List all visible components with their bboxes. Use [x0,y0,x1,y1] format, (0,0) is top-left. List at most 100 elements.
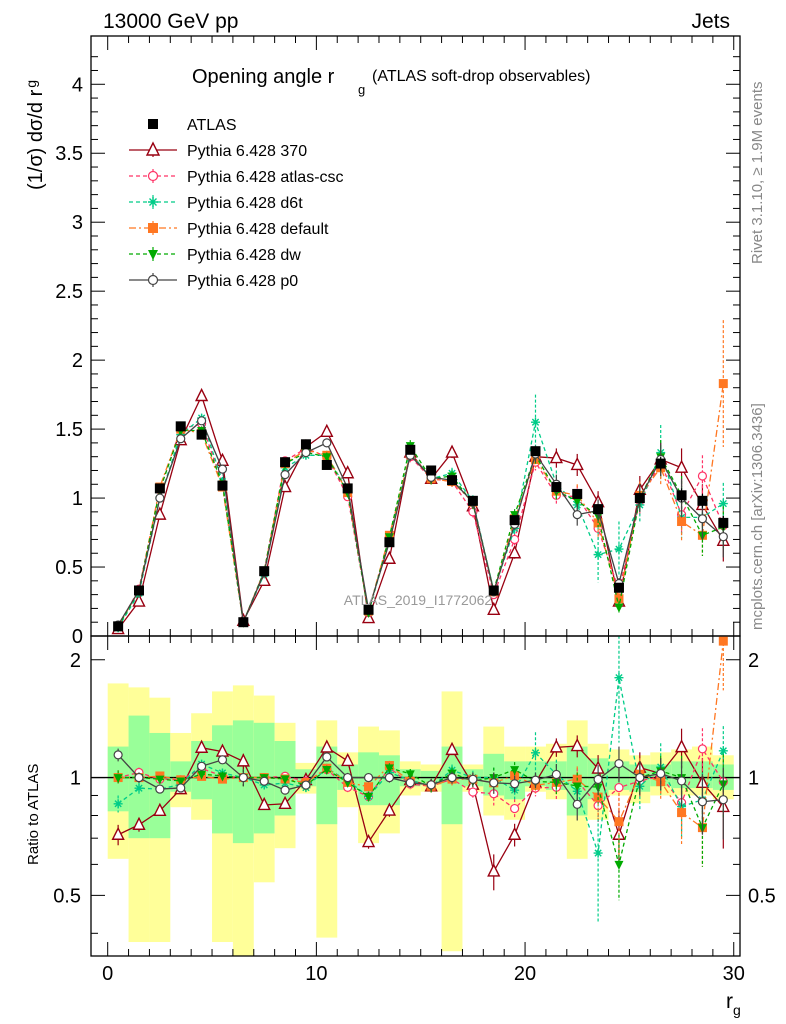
series-pythia-6-428-d6t-ratio-point [530,748,540,758]
series-pythia-6-428-dw-ratio-point [405,770,415,780]
series-pythia-6-428-370-ratio-point [570,737,584,752]
series-pythia-6-428-default-ratio-point [364,782,374,792]
series-pythia-6-428-370-ratio-point [487,863,501,877]
series-pythia-6-428-default-ratio-point [718,636,728,646]
series-pythia-6-428-p0-ratio-point [343,772,353,783]
series-pythia-6-428-p0-ratio-point [656,768,666,779]
series-pythia-6-428-370-ratio-point [382,802,397,816]
series-pythia-6-428-atlas-csc-point [697,471,708,481]
legend-pythia-6-428-370-marker [145,141,161,156]
watermark: ATLAS_2019_I1772062 [344,592,493,608]
main-y-tick-label: 4 [72,74,83,96]
x-tick-label: 10 [305,963,327,985]
series-pythia-6-428-p0-ratio-point [447,772,457,783]
atlas-point [426,465,437,476]
series-pythia-6-428-p0-ratio-point [572,799,582,809]
atlas-point [133,585,144,596]
series-pythia-6-428-default-point [677,517,687,527]
ratio-band-green [441,746,463,825]
main-y-tick-label: 1 [72,488,83,510]
series-pythia-6-428-p0-ratio-point [530,775,541,785]
main-y-tick-label: 3.5 [55,143,83,165]
series-pythia-6-428-dw-ratio-point [384,764,394,774]
series-pythia-6-428-p0-point [322,438,332,448]
atlas-point [384,537,395,548]
y-axis-label-ratio: Ratio to ATLAS [25,764,42,865]
x-axis-label-sub: g [733,1002,741,1018]
series-pythia-6-428-p0-ratio-point [217,755,228,765]
legend-pythia-6-428-dw-marker [148,250,158,260]
main-y-tick-label: 2 [72,350,83,372]
series-pythia-6-428-dw-ratio-point [176,777,186,787]
legend-pythia-6-428-default-label: Pythia 6.428 default [187,221,329,238]
ratio-panel: 0.5 0.51 12 20 10 20 30 [53,635,776,985]
series-pythia-6-428-p0-ratio-point [280,785,290,795]
x-axis-label: rg [726,990,741,1018]
series-pythia-6-428-370-ratio-point [153,802,167,816]
main-y-tick-label: 0.5 [55,557,83,579]
series-pythia-6-428-d6t-ratio-point [113,799,123,809]
series-pythia-6-428-370-point [507,545,522,559]
atlas-point [467,495,478,506]
series-pythia-6-428-dw-ratio-line [118,767,724,865]
series-pythia-6-428-p0-point [301,447,311,458]
atlas-point [488,585,499,596]
series-pythia-6-428-dw-point [572,497,582,507]
legend-pythia-6-428-default-marker [148,223,158,233]
series-pythia-6-428-atlas-csc-ratio-point [468,787,478,797]
series-pythia-6-428-d6t-point [614,544,624,554]
x-tick-label: 30 [723,963,745,985]
atlas-point [634,493,645,504]
ratio-y-tick-label-right: 1 [748,768,759,790]
plot-title-sub: g [358,82,365,97]
header-left: 13000 GeV pp [103,10,238,33]
main-y-tick-label: 2.5 [55,281,83,303]
series-pythia-6-428-p0-ratio-point [718,795,728,805]
plot-title-suffix: (ATLAS soft-drop observables) [372,68,590,85]
series-pythia-6-428-atlas-csc-ratio-point [614,782,624,793]
x-axis-label-text: r [726,990,733,1013]
side-label-version: Rivet 3.1.10, ≥ 1.9M events [749,82,766,265]
series-pythia-6-428-370-ratio-point [132,816,146,830]
series-pythia-6-428-p0-point [155,493,165,503]
atlas-point [613,582,624,593]
series-pythia-6-428-d6t-ratio-line [117,677,724,854]
atlas-point [718,517,729,528]
atlas-point [175,421,186,432]
series-pythia-6-428-370-point [549,450,563,464]
series-pythia-6-428-dw-ratio-point [510,766,520,776]
series-pythia-6-428-p0-ratio-point [697,797,708,807]
series-pythia-6-428-370-ratio-point [194,739,209,753]
series-pythia-6-428-p0-ratio-point [259,776,269,786]
series-pythia-6-428-p0-ratio-point [676,776,687,786]
atlas-point [363,604,374,615]
series-pythia-6-428-p0-point [197,416,207,426]
series-pythia-6-428-p0-ratio-point [551,769,561,780]
ratio-y-tick-label-right: 2 [748,650,759,672]
series-pythia-6-428-370-point [382,550,397,564]
series-pythia-6-428-atlas-csc-ratio-point [510,803,520,814]
series-pythia-6-428-dw-point [322,453,332,463]
series-pythia-6-428-370-point [570,456,584,471]
series-pythia-6-428-dw-ratio-point [364,792,374,802]
series-pythia-6-428-370-point [132,593,146,607]
atlas-point [572,488,583,499]
series-pythia-6-428-370-ratio-point [341,752,355,767]
series-pythia-6-428-dw-ratio-point [197,770,207,780]
series-pythia-6-428-dw-ratio-point [217,772,227,782]
plot-title-main: Opening angle r [192,66,335,88]
series-pythia-6-428-default-point [718,379,728,389]
legend-atlas-marker [148,119,158,129]
series-pythia-6-428-370-point [320,423,334,438]
atlas-point [593,504,604,515]
ratio-band-green [316,746,338,825]
y-axis-label-main: (1/σ) dσ/d rg [23,80,47,190]
series-pythia-6-428-p0-ratio-point [593,774,603,785]
series-pythia-6-428-370-ratio-point [320,739,334,753]
atlas-point [405,444,416,455]
series-pythia-6-428-p0-ratio-point [468,774,478,784]
ratio-y-tick-label: 2 [70,650,81,672]
y-axis-label-main-sub: g [23,80,39,88]
ratio-y-tick-label: 1 [70,768,81,790]
series-pythia-6-428-p0-ratio-point [322,752,332,762]
